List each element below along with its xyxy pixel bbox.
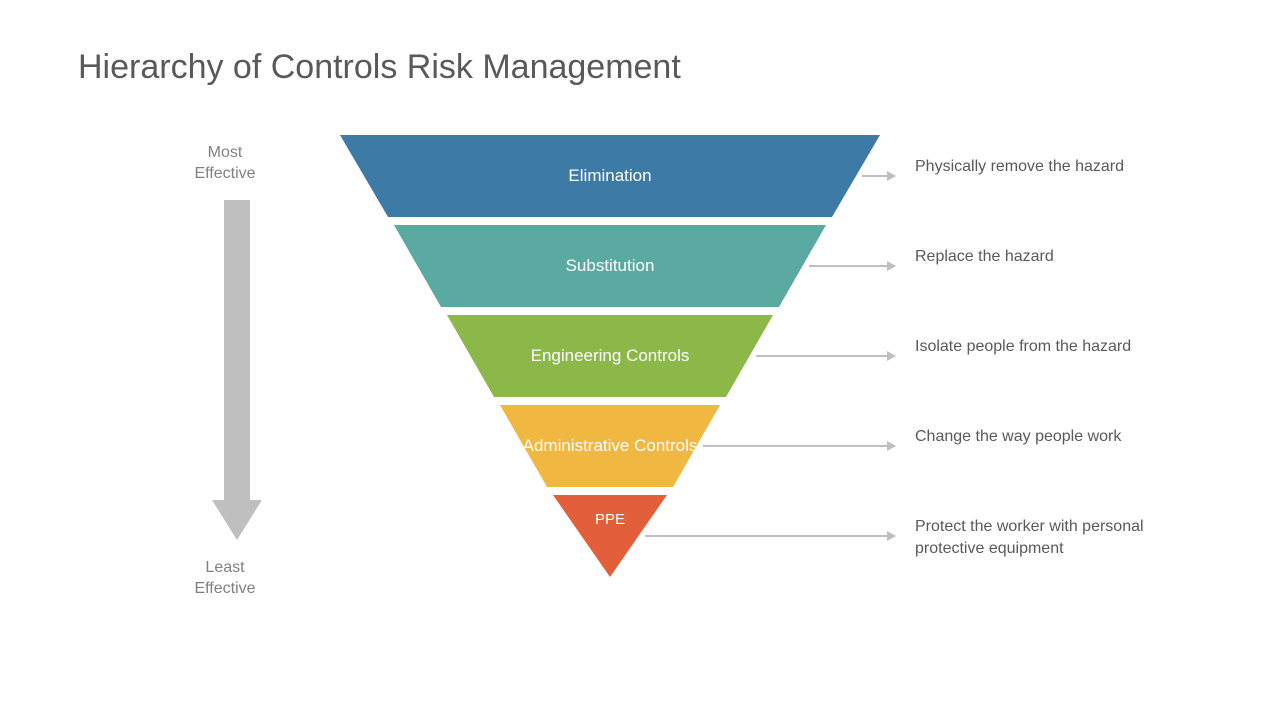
- funnel-segment-label: Engineering Controls: [521, 345, 700, 366]
- connector-arrow-icon: [756, 355, 896, 357]
- segment-description: Protect the worker with personal protect…: [915, 516, 1185, 559]
- effectiveness-arrow-icon: [212, 200, 262, 540]
- funnel-segment-shape: Elimination: [340, 135, 880, 217]
- funnel-segment-label: Substitution: [556, 255, 665, 276]
- funnel-segment-shape: Substitution: [394, 225, 826, 307]
- segment-description: Physically remove the hazard: [915, 156, 1185, 178]
- funnel-segment-label: Elimination: [558, 165, 661, 186]
- funnel-segment: PPE: [340, 495, 880, 577]
- page-title: Hierarchy of Controls Risk Management: [78, 48, 681, 87]
- funnel-segment: Administrative Controls: [340, 405, 880, 487]
- funnel-segment: Substitution: [340, 225, 880, 307]
- connector-arrow-icon: [809, 265, 896, 267]
- most-effective-label: MostEffective: [165, 143, 285, 185]
- funnel-segment-label: Administrative Controls: [513, 435, 708, 456]
- funnel-segment-label: PPE: [585, 511, 635, 530]
- funnel-segment: Elimination: [340, 135, 880, 217]
- hierarchy-funnel: Elimination Substitution Engineering Contr…: [340, 135, 880, 585]
- connector-arrow-icon: [645, 535, 896, 537]
- segment-description: Change the way people work: [915, 426, 1185, 448]
- least-effective-label: LeastEffective: [165, 558, 285, 600]
- funnel-segment-shape: Administrative Controls: [500, 405, 720, 487]
- connector-arrow-icon: [703, 445, 896, 447]
- segment-description: Replace the hazard: [915, 246, 1185, 268]
- segment-description: Isolate people from the hazard: [915, 336, 1185, 358]
- funnel-segment-shape: Engineering Controls: [447, 315, 773, 397]
- connector-arrow-icon: [862, 175, 895, 177]
- funnel-segment: Engineering Controls: [340, 315, 880, 397]
